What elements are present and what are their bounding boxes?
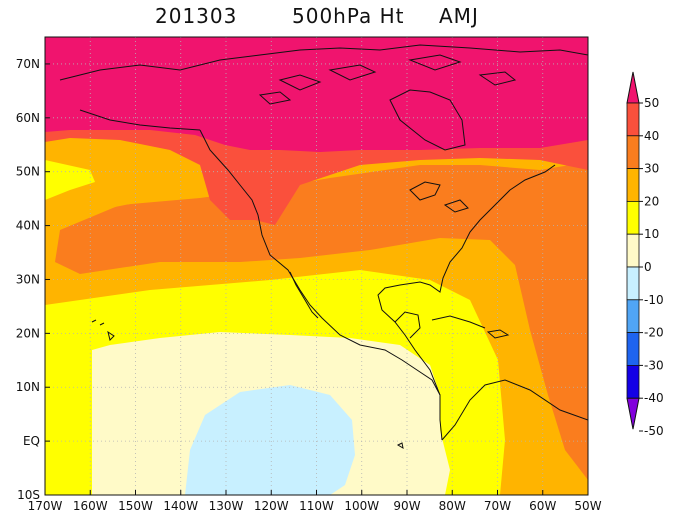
- x-tick-label: 50W: [574, 499, 601, 513]
- colorbar-label: 30: [644, 162, 659, 176]
- colorbar-top-triangle: [626, 71, 640, 104]
- x-axis: 170W 160W 150W 140W 130W 120W 110W 100W 90W 80W 70…: [28, 490, 602, 513]
- x-tick-label: 80W: [439, 499, 466, 513]
- title-date: 201303: [155, 4, 238, 28]
- colorbar-swatch: [626, 332, 640, 366]
- colorbar-label: -20: [644, 326, 664, 340]
- x-tick-label: 150W: [118, 499, 153, 513]
- coastline-pacific: [199, 129, 443, 441]
- colorbar-swatch: [626, 233, 640, 268]
- colorbar-label: 50: [644, 96, 659, 110]
- colorbar-swatch: [626, 364, 640, 399]
- coastline-islands: [258, 54, 517, 105]
- x-tick-label: 160W: [73, 499, 108, 513]
- colorbar-label: -40: [644, 391, 664, 405]
- gridlines: [45, 37, 588, 495]
- colorbar-label: -30: [644, 358, 664, 372]
- colorbar-label: 20: [644, 194, 659, 208]
- coastline-atlantic: [377, 164, 588, 441]
- coastlines: [59, 44, 588, 450]
- title-field: 500hPa Ht: [292, 4, 405, 28]
- coastline-hudson-bay: [389, 89, 466, 151]
- coastline-hawaii: [91, 319, 115, 341]
- colorbar-bottom-triangle: [626, 397, 640, 430]
- y-axis: 10S EQ 10N 20N 30N 40N 50N 60N 70N: [16, 57, 50, 502]
- y-tick-label: 60N: [16, 111, 40, 125]
- colorbar-label: -50: [644, 424, 664, 438]
- colorbar-label: 0: [644, 260, 652, 274]
- x-tick-label: 60W: [529, 499, 556, 513]
- band-minus10-0: [185, 385, 355, 495]
- coastline-arctic: [59, 44, 588, 131]
- x-tick-label: 120W: [254, 499, 289, 513]
- coastline-great-lakes: [409, 181, 469, 213]
- x-tick-label: 100W: [344, 499, 379, 513]
- x-tick-label: 140W: [163, 499, 198, 513]
- x-tick-label: 110W: [299, 499, 334, 513]
- title-row: 201303 500hPa Ht AMJ: [0, 4, 676, 34]
- coastline-hispaniola: [486, 329, 510, 339]
- y-tick-label: EQ: [23, 434, 40, 448]
- coastline-baja: [289, 271, 319, 319]
- y-tick-label: 70N: [16, 57, 40, 71]
- title-source: AMJ: [439, 4, 479, 28]
- colorbar-swatch: [626, 102, 640, 137]
- colorbar-label: -10: [644, 293, 664, 307]
- colorbar: 50 40 30 20 10 0 -10 -20 -30 -40 -50: [626, 71, 664, 438]
- colorbar-swatch: [626, 168, 640, 202]
- y-tick-label: 40N: [16, 219, 40, 233]
- x-tick-label: 70W: [484, 499, 511, 513]
- x-tick-label: 130W: [209, 499, 244, 513]
- band-10-20-west-blob: [45, 160, 95, 200]
- y-tick-label: 30N: [16, 272, 40, 286]
- colorbar-swatch: [626, 299, 640, 333]
- colorbar-label: 10: [644, 227, 659, 241]
- colorbar-swatch: [626, 135, 640, 170]
- coastline-cuba: [431, 315, 486, 329]
- colorbar-swatch: [626, 266, 640, 301]
- y-tick-label: 20N: [16, 326, 40, 340]
- x-tick-label: 90W: [393, 499, 420, 513]
- x-tick-label: 170W: [28, 499, 63, 513]
- y-tick-label: 10S: [17, 488, 40, 502]
- y-tick-label: 50N: [16, 165, 40, 179]
- colorbar-label: 40: [644, 129, 659, 143]
- coastline-galapagos: [396, 442, 404, 450]
- colorbar-swatch: [626, 200, 640, 235]
- coastline-yucatan: [394, 311, 421, 339]
- y-tick-label: 10N: [16, 380, 40, 394]
